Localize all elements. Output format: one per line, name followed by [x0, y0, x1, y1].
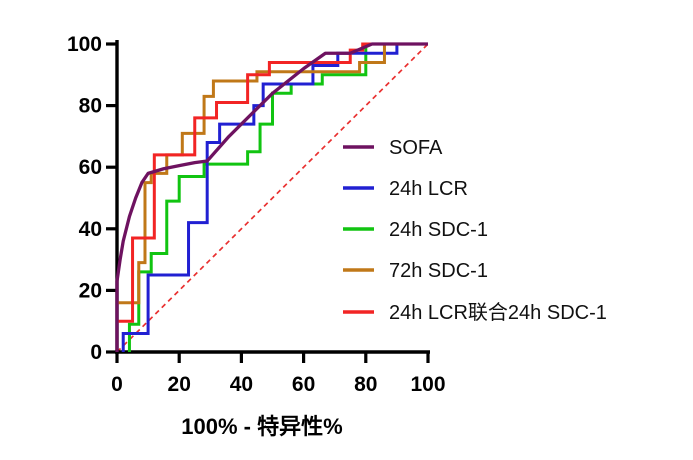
legend-label-24h-lcr: 24h LCR [389, 178, 468, 200]
y-tick-label: 60 [79, 156, 102, 179]
x-tick-label: 100 [410, 373, 445, 396]
series-curve-sofa [115, 42, 428, 352]
y-tick-label: 20 [79, 279, 102, 302]
x-tick-label: 0 [111, 373, 123, 396]
x-tick-label: 20 [168, 373, 191, 396]
series-curve-72h-sdc-1 [115, 42, 428, 352]
x-tick-label: 60 [292, 373, 315, 396]
y-tick-label: 80 [79, 95, 102, 118]
legend-item-24h-sdc-1: 24h SDC-1 [343, 219, 488, 241]
legend-item-24h-lcr: 24h LCR [343, 178, 468, 200]
legend-label-sofa: SOFA [389, 137, 443, 159]
series-curve-24h-lcr-24h-sdc-1 [115, 42, 428, 352]
y-tick-label: 100 [67, 33, 102, 56]
reference-line-chance-diagonal [116, 43, 429, 353]
y-tick-label: 40 [79, 218, 102, 241]
series-curve-24h-lcr [121, 42, 428, 352]
y-tick-label: 0 [90, 341, 102, 364]
x-tick-label: 40 [230, 373, 253, 396]
legend-item-sofa: SOFA [343, 137, 443, 159]
legend-item-24h-lcr-24h-sdc-1: 24h LCR联合24h SDC-1 [343, 301, 607, 324]
legend-label-24h-lcr-24h-sdc-1: 24h LCR联合24h SDC-1 [389, 301, 607, 324]
legend-label-72h-sdc-1: 72h SDC-1 [389, 260, 488, 282]
x-axis-title: 100% - 特异性% [181, 414, 342, 439]
legend-item-72h-sdc-1: 72h SDC-1 [343, 260, 488, 282]
x-tick-label: 80 [354, 373, 377, 396]
series-curve-24h-sdc-1 [127, 42, 428, 352]
legend-label-24h-sdc-1: 24h SDC-1 [389, 219, 488, 241]
